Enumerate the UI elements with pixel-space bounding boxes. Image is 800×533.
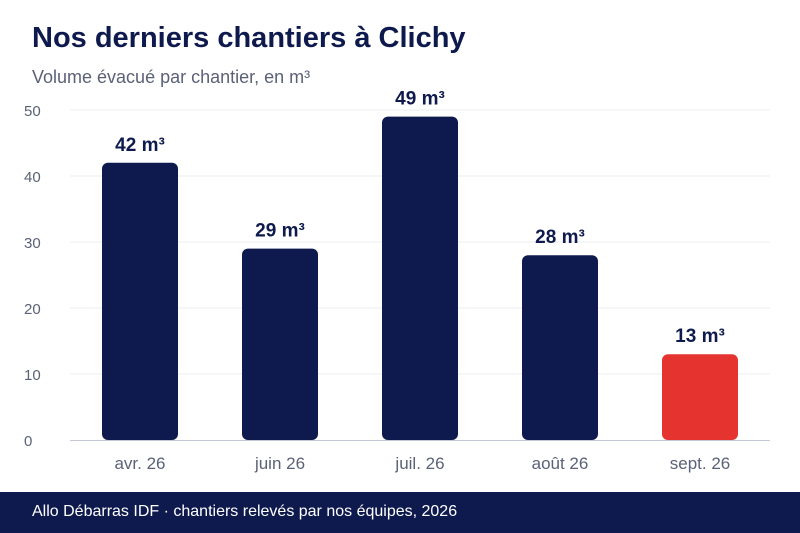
y-tick-label: 30 <box>24 235 41 252</box>
y-tick-label: 40 <box>24 169 41 186</box>
x-tick-label: sept. 26 <box>670 454 731 473</box>
bar-value-label: 42 m³ <box>115 135 165 156</box>
x-axis-ticks: avr. 26 juin 26 juil. 26 août 26 sept. 26 <box>114 454 730 473</box>
bar-chart: 0 10 20 30 40 50 42 m³ 29 m³ 49 m³ 28 m³ 13 m³ av… <box>24 89 770 473</box>
chart-subtitle: Volume évacué par chantier, en m³ <box>32 67 311 87</box>
footer-bar: Allo Débarras IDF · chantiers relevés pa… <box>0 492 800 533</box>
bar-juil-26 <box>382 116 458 440</box>
bar-avr-26 <box>102 162 178 441</box>
y-tick-label: 20 <box>24 301 41 318</box>
footer-source-text: Allo Débarras IDF · chantiers relevés pa… <box>32 503 458 520</box>
bar-sept-26 <box>662 354 738 440</box>
bar-value-label: 29 m³ <box>255 221 305 242</box>
bars <box>102 116 738 441</box>
x-tick-label: juin 26 <box>254 454 305 473</box>
x-tick-label: juil. 26 <box>394 454 444 473</box>
y-axis-ticks: 0 10 20 30 40 50 <box>24 103 41 450</box>
x-tick-label: avr. 26 <box>114 454 165 473</box>
chart-title: Nos derniers chantiers à Clichy <box>32 22 466 54</box>
x-tick-label: août 26 <box>532 454 589 473</box>
y-tick-label: 50 <box>24 103 41 120</box>
bar-ao-t-26 <box>522 255 598 440</box>
bar-juin-26 <box>242 248 318 440</box>
bar-value-label: 13 m³ <box>675 326 725 347</box>
bar-value-label: 49 m³ <box>395 89 445 110</box>
bar-value-label: 28 m³ <box>535 227 585 248</box>
y-tick-label: 0 <box>24 433 32 450</box>
y-tick-label: 10 <box>24 367 41 384</box>
value-labels: 42 m³ 29 m³ 49 m³ 28 m³ 13 m³ <box>115 89 725 348</box>
